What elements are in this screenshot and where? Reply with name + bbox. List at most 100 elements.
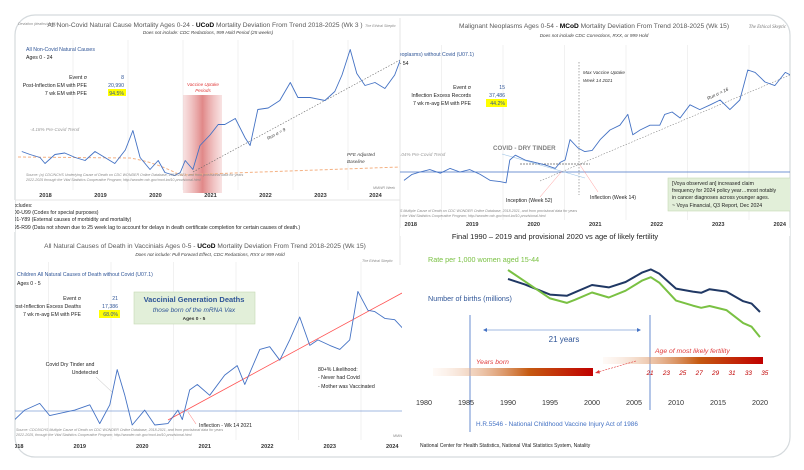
stat-value: 20,990 [108, 83, 124, 89]
stat-label: 7 wk m-avg EM with PFE [23, 312, 81, 318]
vaccine-uptake-band [183, 95, 222, 193]
fertility-age-tick: 33 [745, 370, 753, 377]
years-born-bar [433, 368, 593, 376]
x-tick-label: 2018 [11, 444, 23, 450]
x-tick-label: 2024 [774, 222, 787, 228]
x-tick-label: 2023 [712, 222, 724, 228]
stat-value: 8 [121, 75, 124, 81]
ages-label: Ages 0 - 5 [17, 281, 41, 287]
ages-label: Ages 0 - 54 [382, 61, 409, 67]
source-note: National Center for Health Statistics, N… [420, 443, 591, 449]
trend-line [192, 59, 400, 173]
trend-line [167, 292, 402, 421]
stat-label: 7 wk EM with PFE [45, 91, 88, 97]
excludes-note: Excludes: R00-U99 (Codes for special pur… [10, 199, 400, 231]
x-tick-label: 2024 [386, 444, 399, 450]
x-tick-label: 2021 [199, 444, 211, 450]
panel-top-left: 2018 2019 2020 2021 2022 2023 2024 Deviation (… [17, 22, 400, 199]
stat-value: 44.2% [490, 101, 505, 107]
x-tick-label: 2018 [39, 193, 51, 199]
panel-top-right: 2018 2019 2020 2021 2022 2023 2024 Malignant N… [348, 23, 790, 228]
stat-label: Event σ [453, 85, 472, 91]
series-label: Children All Natural Causes of Death wit… [17, 272, 153, 278]
x-tick-label: 1995 [542, 398, 558, 407]
x-tick-label: 2000 [584, 398, 600, 407]
fertility-age-tick: 35 [761, 370, 769, 377]
ages-label: Ages 0 - 24 [26, 55, 53, 61]
chart-subtitle: Does not include: CDC Redactions, 999 Ho… [143, 30, 274, 35]
highlight [108, 89, 126, 96]
pfe-baseline-label: PFE Adjusted [347, 152, 375, 157]
stat-label: Inflection Excess Records [411, 93, 471, 99]
inflection-label: Inflection (Week 14) [590, 195, 636, 201]
chart-subtitle: Does not include CDC Corrections, RXX, o… [540, 33, 649, 38]
stat-label: Post-Inflection Excess Deaths [12, 304, 81, 310]
stat-label: 7 wk m-avg EM with PFE [413, 101, 471, 107]
fertility-age-tick: 31 [728, 370, 736, 377]
x-tick-label: 2019 [94, 193, 106, 199]
inception-label: Inception (Week 52) [506, 198, 553, 204]
likelihood-item: - Never had Covid [318, 375, 360, 381]
dry-tinder-label: COVID - DRY TINDER [493, 145, 556, 152]
x-tick-label: 1990 [500, 398, 516, 407]
x-tick-label: 2005 [626, 398, 642, 407]
fertility-age-tick: 21 [645, 370, 654, 377]
chart-title: All Natural Causes of Death in Vaccinial… [44, 243, 366, 250]
act-label: H.R.5546 - National Childhood Vaccine In… [476, 421, 638, 428]
source-note: Source: CDC/NCHS Multiple Cause of Death… [370, 209, 577, 213]
x-tick-label: 2020 [149, 193, 161, 199]
x-tick-label: 2024 [369, 193, 382, 199]
vaccine-uptake-label: Periods [195, 88, 211, 93]
quote-line: [Voya observed an] increased claim [672, 181, 754, 187]
panel-bottom-left: 2018 2019 2020 2021 2022 2023 2024 All Natural… [11, 243, 402, 450]
max-uptake-label: Max Vaccine Uptake [583, 70, 625, 75]
x-tick-label: 2023 [314, 193, 326, 199]
inflection-label: Inflection - Wk 14 2021 [199, 423, 252, 429]
callout-ages: Ages 0 - 5 [183, 316, 206, 322]
x-tick-label: 2020 [528, 222, 540, 228]
x-tick-label: 2021 [589, 222, 601, 228]
quote-attribution: ~ Voya Financial, Q3 Report, Dec 2024 [672, 203, 762, 209]
source-note: Source: (a) CDC/NCHS Underlying Cause of… [26, 173, 244, 177]
source-note: 2022-2025, through the Vital Statistics … [369, 214, 546, 218]
stat-label: Event σ [69, 75, 88, 81]
y-axis-label: Deviation (deaths/week) [18, 22, 57, 26]
chart-subtitle: Does not include: Pull Forward Effect, C… [135, 252, 285, 257]
x-tick-label: 2019 [466, 222, 478, 228]
mmwr-label: MMWR Week [373, 186, 395, 190]
source-note: Source: CDC/NCHS Multiple Cause of Death… [16, 428, 223, 432]
x-tick-label: 2020 [136, 444, 148, 450]
births-legend-label: Number of births (millions) [428, 294, 512, 303]
highlight [486, 99, 507, 107]
stat-value: 17,386 [102, 304, 118, 310]
vaccine-uptake-label: Vaccine Uptake [187, 82, 219, 87]
tinder-label: Covid Dry Tinder and [46, 362, 95, 368]
stat-value: 94.5% [109, 91, 124, 97]
pre-covid-trend-line [501, 153, 586, 179]
signature: The Ethical Skeptic [365, 24, 396, 28]
years-born-label: Years born [476, 359, 509, 366]
excludes-heading: Excludes: [10, 203, 33, 209]
rate-legend-label: Rate per 1,000 women aged 15-44 [428, 255, 539, 264]
callout-subtitle: those born of the mRNA Vax [153, 307, 236, 314]
series-label: C00-D48 (Malignant neoplasms) without Co… [348, 52, 474, 58]
excludes-line: V01-Y89 (External causes of morbidity an… [10, 217, 132, 223]
series-line [507, 269, 761, 338]
series-line [507, 268, 761, 313]
x-tick-label: 1980 [416, 398, 432, 407]
x-tick-label: 2022 [261, 444, 273, 450]
x-tick-label: 2010 [668, 398, 684, 407]
tinder-label: Undetected [72, 370, 99, 376]
x-tick-label: 2018 [405, 222, 417, 228]
voya-quote-box [667, 177, 790, 212]
stat-label: Event σ [63, 296, 82, 302]
x-tick-label: 1985 [458, 398, 474, 407]
stat-label: Post-Inflection EM with PFE [23, 83, 88, 89]
quote-line: frequency for 2024 policy year…most nota… [672, 188, 776, 194]
series-line [15, 290, 402, 426]
stat-value: 21 [112, 296, 118, 302]
pre-covid-trend-label: -0.04% Pre-Covid Trend [396, 152, 446, 157]
x-tick-label: 2022 [651, 222, 663, 228]
series-line [403, 69, 790, 184]
x-tick-label: 2019 [74, 444, 86, 450]
